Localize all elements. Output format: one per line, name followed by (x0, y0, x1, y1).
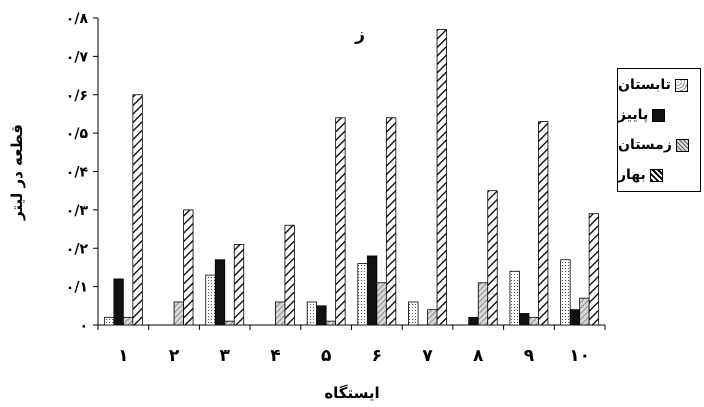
x-axis-label: ایستگاه (324, 384, 379, 402)
bar (366, 255, 378, 326)
bar (284, 224, 295, 326)
chart-title: ز (354, 25, 365, 45)
legend-swatch-summer (674, 78, 688, 92)
legend-item-spring: بهار (618, 161, 700, 189)
bar (560, 259, 571, 326)
bar (205, 274, 216, 326)
bar (376, 282, 387, 326)
legend-swatch-spring (649, 168, 663, 182)
y-axis-label: قطعه در لیتر (8, 124, 26, 221)
bar (173, 301, 184, 326)
bar (538, 121, 549, 326)
bar (468, 316, 479, 326)
bar (132, 94, 143, 326)
bar (335, 117, 346, 326)
x-tick-label: ۲ (169, 346, 180, 366)
y-tick-label: ۰/۸ (66, 11, 89, 27)
x-tick-label: ۷ (422, 346, 433, 366)
y-tick-label: ۰/۲ (66, 241, 89, 257)
bar (509, 270, 520, 326)
y-tick-label: ۰/۵ (66, 126, 89, 142)
y-tick-label: ۰/۷ (66, 49, 89, 65)
bar (233, 244, 245, 326)
legend-label-autumn: پاییز (618, 107, 649, 123)
bar (408, 301, 419, 326)
x-tick-label: ۸ (473, 346, 484, 366)
y-tick-label: ۰ (79, 318, 88, 334)
legend-label-summer: تابستان (618, 77, 671, 93)
bar (588, 213, 600, 326)
bar (436, 29, 447, 326)
x-tick-label: ۴ (270, 346, 280, 366)
y-tick-label: ۰/۶ (66, 88, 88, 104)
bar (427, 309, 438, 326)
x-tick-label: ۵ (321, 346, 331, 366)
bar (275, 301, 286, 326)
bar (316, 305, 327, 326)
bar (306, 301, 318, 326)
bar (385, 117, 397, 326)
bar (183, 209, 194, 326)
x-tick-label: ۶ (372, 346, 382, 366)
bar (579, 297, 590, 326)
axes (93, 17, 606, 330)
y-tick-label: ۰/۱ (66, 280, 88, 296)
bar (477, 282, 489, 326)
x-tick-label: ۳ (220, 346, 231, 366)
bar (569, 309, 581, 326)
bar (103, 316, 115, 326)
legend-swatch-winter (675, 138, 689, 152)
legend-label-spring: بهار (618, 167, 646, 183)
bar (528, 316, 539, 326)
bar (224, 320, 235, 326)
bar (357, 263, 368, 326)
x-tick-label: ۱ (118, 346, 128, 366)
bar (325, 320, 337, 326)
bar (519, 313, 530, 326)
bars (103, 29, 600, 326)
bar (113, 278, 124, 326)
bar (122, 316, 134, 326)
legend-item-autumn: پاییز (618, 101, 700, 129)
x-tick-label: ۹ (524, 346, 535, 366)
legend-item-summer: تابستان (618, 71, 700, 99)
bar (487, 190, 498, 326)
legend-swatch-autumn (652, 108, 666, 122)
x-tick-label: ۱۰ (569, 346, 590, 366)
bar (214, 259, 226, 326)
labels: ۰ ۰/۱ ۰/۲ ۰/۳ ۰/۴ ۰/۵ ۰/۶ ۰/۷ ۰/۸ ۱ ۲ ۳ ۴ ۵ ۶ ۷ ۸ ۹ ۱۰ ز ایس… (8, 11, 590, 402)
legend: تابستان پاییز زمستان بهار (617, 68, 701, 192)
legend-label-winter: زمستان (618, 137, 672, 153)
legend-item-winter: زمستان (618, 131, 700, 159)
y-tick-label: ۰/۳ (66, 203, 89, 219)
y-tick-label: ۰/۴ (66, 165, 89, 181)
